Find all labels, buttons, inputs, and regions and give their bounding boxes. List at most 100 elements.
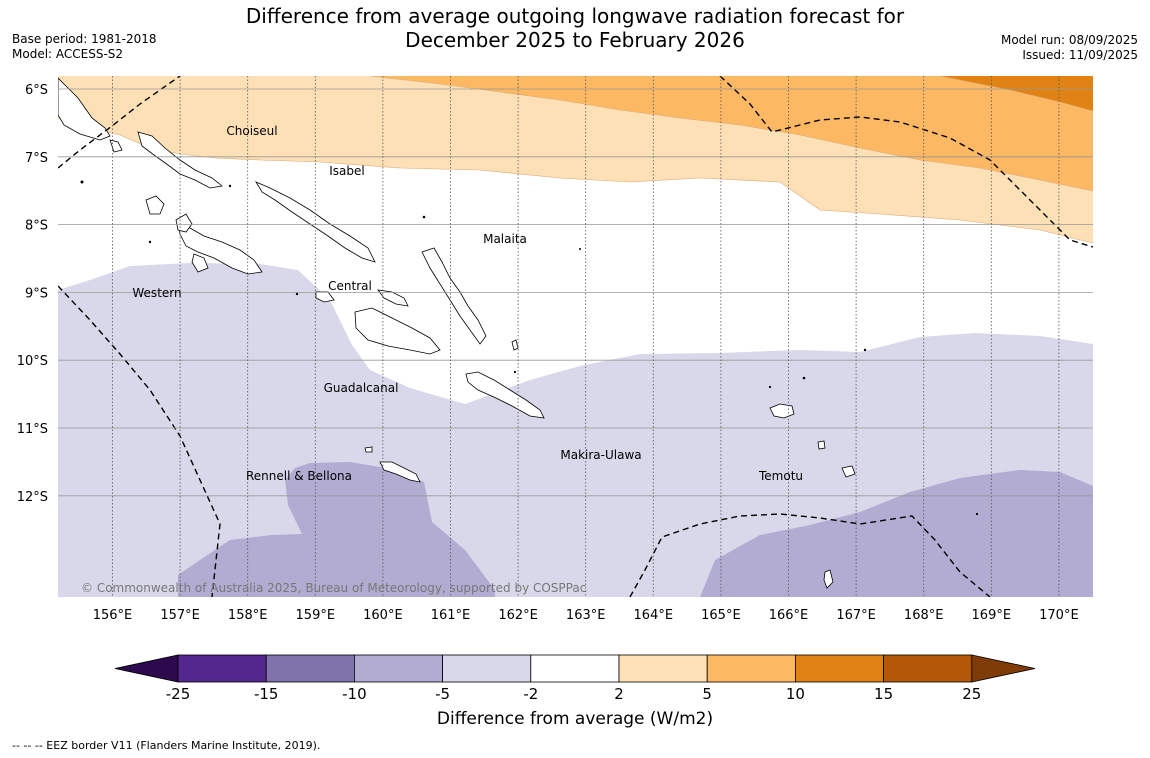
issued-date: Issued: 11/09/2025 xyxy=(1022,48,1138,62)
meta-left: Base period: 1981-2018 Model: ACCESS-S2 xyxy=(12,32,157,62)
colorbar-boxes xyxy=(114,654,1036,683)
colorbar-tick: 25 xyxy=(962,685,981,703)
colorbar-swatch xyxy=(883,654,973,683)
title-line-1: Difference from average outgoing longwav… xyxy=(245,4,905,28)
small-island-4 xyxy=(802,376,806,380)
guadalcanal-island xyxy=(354,307,441,355)
lat-label: 11°S xyxy=(17,422,48,437)
colorbar-label: Difference from average (W/m2) xyxy=(436,709,714,729)
label-choiseul: Choiseul xyxy=(226,124,277,138)
map-frame: Choiseul Isabel Malaita Western Central … xyxy=(58,76,1093,597)
lon-label: 156°E xyxy=(93,608,133,623)
copyright-notice: © Commonwealth of Australia 2025, Bureau… xyxy=(81,581,586,595)
small-island-6 xyxy=(863,348,867,352)
latitude-labels: 6°S 7°S 8°S 9°S 10°S 11°S 12°S xyxy=(17,83,48,505)
colorbar-tick: -10 xyxy=(342,685,367,703)
colorbar-tick: -25 xyxy=(166,685,191,703)
colorbar-swatch xyxy=(795,654,885,683)
colorbar-swatch xyxy=(353,654,443,683)
small-island-1 xyxy=(422,215,426,219)
graticule xyxy=(58,76,1093,597)
lat-label: 7°S xyxy=(25,151,48,166)
label-temotu: Temotu xyxy=(758,469,803,483)
anomaly-field-10-to-15 xyxy=(940,76,1093,111)
label-western: Western xyxy=(132,286,181,300)
colorbar-swatch xyxy=(442,654,532,683)
model-name: Model: ACCESS-S2 xyxy=(12,47,124,61)
colorbar-tick: 2 xyxy=(614,685,624,703)
eez-border-north-west xyxy=(58,76,181,169)
colorbar-swatch xyxy=(706,654,796,683)
colorbar-tick: -2 xyxy=(523,685,538,703)
colorbar-extend-high xyxy=(971,654,1036,683)
colorbar-swatch xyxy=(177,654,267,683)
utupua-island xyxy=(817,440,826,450)
label-isabel: Isabel xyxy=(329,164,364,178)
colorbar-tick: 10 xyxy=(786,685,805,703)
colorbar-tick: 15 xyxy=(874,685,893,703)
eez-border-south-east xyxy=(629,513,991,597)
lon-label: 168°E xyxy=(904,608,944,623)
ontong-java-atoll xyxy=(109,139,123,153)
lon-label: 158°E xyxy=(228,608,268,623)
lat-label: 9°S xyxy=(25,286,48,301)
label-makira-ulawa: Makira-Ulawa xyxy=(560,448,641,462)
eez-border-west xyxy=(58,285,221,597)
small-island-11 xyxy=(513,370,517,374)
bellona-island xyxy=(364,446,373,453)
new-georgia-island xyxy=(177,221,263,275)
lon-label: 161°E xyxy=(431,608,471,623)
vanikoro-island xyxy=(841,465,856,478)
anomaly-field-5-to-10 xyxy=(370,76,1093,191)
meta-right: Model run: 08/09/2025 Issued: 11/09/2025 xyxy=(1001,33,1138,63)
anomaly-field-neg10-to-neg5-southeast xyxy=(700,470,1093,597)
title-line-2: December 2025 to February 2026 xyxy=(405,28,745,52)
label-malaita: Malaita xyxy=(483,232,527,246)
colorbar-swatch xyxy=(265,654,355,683)
label-central: Central xyxy=(328,279,372,293)
region-labels: Choiseul Isabel Malaita Western Central … xyxy=(132,124,803,483)
base-period: Base period: 1981-2018 xyxy=(12,32,157,46)
colorbar-tick-labels: -25 -15 -10 -5 -2 2 5 10 15 25 xyxy=(166,685,982,703)
eez-legend-footnote: -- -- -- EEZ border V11 (Flanders Marine… xyxy=(12,739,321,752)
bougainville-coast xyxy=(58,77,111,141)
small-island-8 xyxy=(80,180,84,184)
lon-label: 166°E xyxy=(769,608,809,623)
colorbar-tick: 5 xyxy=(702,685,712,703)
eez-border-north-east xyxy=(719,76,1093,248)
small-island-5 xyxy=(768,385,772,389)
eez-borders xyxy=(58,76,1093,597)
makira-island xyxy=(465,371,545,419)
colorbar-tick: -5 xyxy=(435,685,450,703)
lat-label: 8°S xyxy=(25,219,48,234)
lon-label: 165°E xyxy=(701,608,741,623)
lon-label: 163°E xyxy=(566,608,606,623)
label-rennell-bellona: Rennell & Bellona xyxy=(246,469,352,483)
rendova-island xyxy=(191,253,209,273)
lat-label: 10°S xyxy=(17,354,48,369)
lon-label: 162°E xyxy=(498,608,538,623)
colorbar-swatch xyxy=(618,654,708,683)
contour-line-10 xyxy=(939,76,1093,112)
contour-line-5 xyxy=(369,76,1093,192)
small-island-10 xyxy=(148,240,152,244)
label-guadalcanal: Guadalcanal xyxy=(324,381,399,395)
small-islands xyxy=(80,180,979,516)
small-island-2 xyxy=(579,248,581,250)
small-island-7 xyxy=(975,512,979,516)
rennell-island xyxy=(379,461,421,483)
isabel-island xyxy=(255,181,376,263)
small-island-3 xyxy=(295,292,299,296)
lat-label: 6°S xyxy=(25,83,48,98)
lon-label: 164°E xyxy=(634,608,674,623)
lon-label: 160°E xyxy=(363,608,403,623)
ulawa-island xyxy=(511,339,519,351)
colorbar-swatch xyxy=(530,654,620,683)
colorbar-extend-low xyxy=(114,654,179,683)
lon-label: 157°E xyxy=(160,608,200,623)
colorbar-tick: -15 xyxy=(254,685,279,703)
longitude-labels: 156°E 157°E 158°E 159°E 160°E 161°E 162°E 163°E… xyxy=(93,608,1079,623)
small-island-9 xyxy=(228,184,232,188)
